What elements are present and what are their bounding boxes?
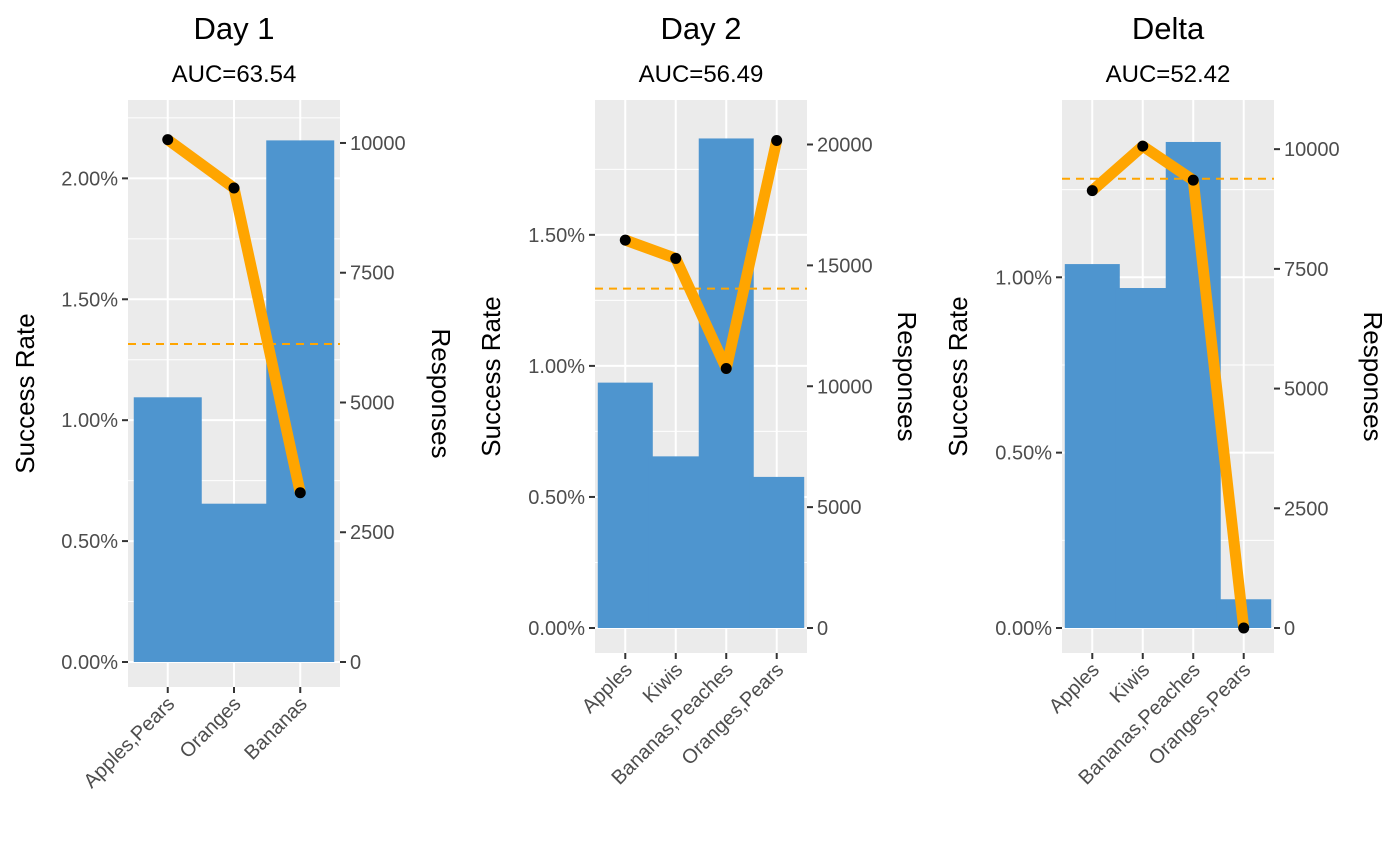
y-tick-label: 1.00%	[995, 267, 1052, 289]
y2-tick-label: 10000	[1284, 139, 1340, 161]
y2-tick-label: 20000	[817, 135, 873, 157]
y-tick-label: 1.50%	[528, 225, 585, 247]
y-tick-label: 0.50%	[995, 443, 1052, 465]
y-axis-title: Success Rate	[476, 296, 506, 456]
bar-oranges	[200, 503, 268, 662]
y2-axis-title: Responses	[426, 328, 456, 458]
success-rate-point	[720, 363, 732, 375]
success-rate-point	[619, 234, 631, 246]
bar-kiwis	[1115, 288, 1171, 628]
x-tick-label: Oranges	[176, 693, 246, 763]
x-tick-label: Apples	[1045, 659, 1104, 718]
y2-tick-label: 10000	[817, 376, 873, 398]
panel-title: Day 2	[661, 11, 742, 46]
success-rate-point	[1137, 140, 1149, 152]
success-rate-point	[670, 252, 682, 264]
panel-title: Delta	[1132, 11, 1205, 46]
y2-tick-label: 5000	[1284, 379, 1329, 401]
y-axis-title: Success Rate	[10, 313, 40, 473]
y2-tick-label: 7500	[350, 263, 395, 285]
panel-subtitle: AUC=52.42	[1106, 61, 1231, 88]
success-rate-point	[1187, 174, 1199, 186]
panel-title: Day 1	[194, 11, 275, 46]
bar-apples	[1064, 264, 1120, 628]
success-rate-point	[228, 182, 240, 194]
bar-oranges-pears	[749, 476, 805, 628]
x-tick-label: Apples,Pears	[80, 693, 180, 793]
bar-kiwis	[648, 456, 704, 628]
bar-apples	[597, 382, 653, 628]
bar-apples-pears	[133, 397, 202, 662]
bar-bananas-peaches	[698, 138, 754, 628]
y2-tick-label: 0	[1284, 618, 1295, 640]
y2-tick-label: 0	[350, 652, 361, 674]
y2-tick-label: 10000	[350, 133, 406, 155]
success-rate-point	[1238, 622, 1250, 634]
y2-axis-title: Responses	[1358, 311, 1388, 441]
y-tick-label: 0.00%	[61, 652, 118, 674]
y-tick-label: 1.50%	[61, 289, 118, 311]
y-tick-label: 0.00%	[528, 618, 585, 640]
success-rate-line	[1088, 140, 1250, 629]
y2-tick-label: 7500	[1284, 259, 1329, 281]
x-tick-label: Bananas	[240, 693, 311, 764]
y2-tick-label: 2500	[350, 522, 395, 544]
y2-tick-label: 15000	[817, 255, 873, 277]
panel-subtitle: AUC=56.49	[639, 61, 764, 88]
y-tick-label: 0.00%	[995, 618, 1052, 640]
y2-tick-label: 0	[817, 618, 828, 640]
y2-tick-label: 2500	[1284, 498, 1329, 520]
y2-tick-label: 5000	[350, 392, 395, 414]
x-tick-label: Apples	[578, 659, 637, 718]
y2-axis-title: Responses	[892, 311, 922, 441]
success-rate-point	[771, 134, 783, 146]
y-tick-label: 1.00%	[61, 410, 118, 432]
success-rate-point	[1086, 185, 1098, 197]
y2-tick-label: 5000	[817, 497, 862, 519]
y-tick-label: 0.50%	[528, 487, 585, 509]
y-axis-title: Success Rate	[943, 296, 973, 456]
y-tick-label: 0.50%	[61, 531, 118, 553]
panel-subtitle: AUC=63.54	[172, 61, 297, 88]
panel-1: 0.00% 0.50% 1.00% 1.50% 2.00% 0 2500 5000 7500 10…	[10, 11, 456, 793]
success-rate-point	[294, 487, 306, 499]
y-tick-label: 1.00%	[528, 356, 585, 378]
panel-2: 0.00% 0.50% 1.00% 1.50% 0 5000 10000 15000 20000…	[476, 11, 922, 789]
y-tick-label: 2.00%	[61, 168, 118, 190]
success-rate-line	[623, 139, 783, 375]
success-rate-point	[162, 134, 174, 146]
